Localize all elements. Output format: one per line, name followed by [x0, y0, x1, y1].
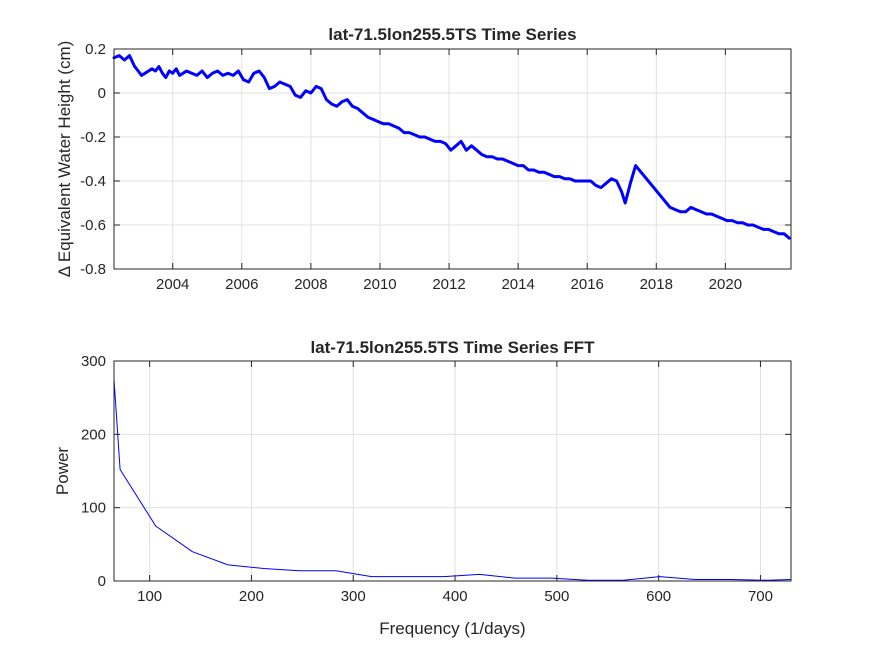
time-series-lines	[112, 54, 791, 240]
fft-xtick-label: 400	[443, 588, 468, 605]
time-series-ytick-label: -0.8	[80, 261, 106, 278]
time-series-ytick-label: -0.6	[80, 217, 106, 234]
fft-ytick-label: 200	[81, 426, 106, 443]
time-series-xtick-label: 2008	[294, 276, 327, 293]
time-series-plot-area	[114, 49, 791, 269]
time-series-ytick-label: 0	[98, 85, 106, 102]
time-series-chart: 2004 2006 2008 2010 2012 2014 2016 2018 2020 -0.8…	[55, 25, 792, 293]
fft-chart: 100 200 300 400 500 600 700 0 100 200 300 lat-71.5…	[53, 338, 792, 638]
fft-xtick-label: 600	[646, 588, 671, 605]
time-series-ticks: 2004 2006 2008 2010 2012 2014 2016 2018 2020 -0.8…	[80, 41, 791, 293]
time-series-xtick-label: 2004	[156, 276, 189, 293]
time-series-ytick-label: -0.4	[80, 173, 106, 190]
time-series-ytick-label: -0.2	[80, 129, 106, 146]
fft-ytick-label: 0	[98, 573, 106, 590]
time-series-xtick-label: 2014	[501, 276, 534, 293]
fft-ytick-label: 300	[81, 353, 106, 370]
time-series-axes-frame	[113, 48, 792, 270]
fft-title: lat-71.5lon255.5TS Time Series FFT	[310, 338, 595, 357]
fft-ticks: 100 200 300 400 500 600 700 0 100 200 300	[81, 353, 791, 605]
time-series-xtick-label: 2016	[571, 276, 604, 293]
time-series-ytick-label: 0.2	[85, 41, 106, 58]
fft-xtick-label: 500	[544, 588, 569, 605]
fft-xtick-label: 100	[137, 588, 162, 605]
fft-ylabel: Power	[53, 447, 72, 496]
fft-plot-area	[114, 361, 791, 581]
fft-xtick-label: 700	[748, 588, 773, 605]
fft-ytick-label: 100	[81, 500, 106, 517]
fft-xlabel: Frequency (1/days)	[379, 619, 525, 638]
time-series-xtick-label: 2006	[225, 276, 258, 293]
fft-axes-frame	[113, 360, 792, 582]
fft-xtick-label: 300	[341, 588, 366, 605]
fft-series-line	[113, 378, 792, 581]
time-series-series-line	[112, 54, 791, 240]
fft-lines	[113, 378, 792, 581]
fft-xtick-label: 200	[239, 588, 264, 605]
time-series-xtick-label: 2010	[363, 276, 396, 293]
time-series-xtick-label: 2020	[709, 276, 742, 293]
time-series-xtick-label: 2018	[640, 276, 673, 293]
time-series-xtick-label: 2012	[432, 276, 465, 293]
time-series-ylabel: Δ Equivalent Water Height (cm)	[55, 41, 74, 278]
time-series-title: lat-71.5lon255.5TS Time Series	[328, 25, 576, 44]
